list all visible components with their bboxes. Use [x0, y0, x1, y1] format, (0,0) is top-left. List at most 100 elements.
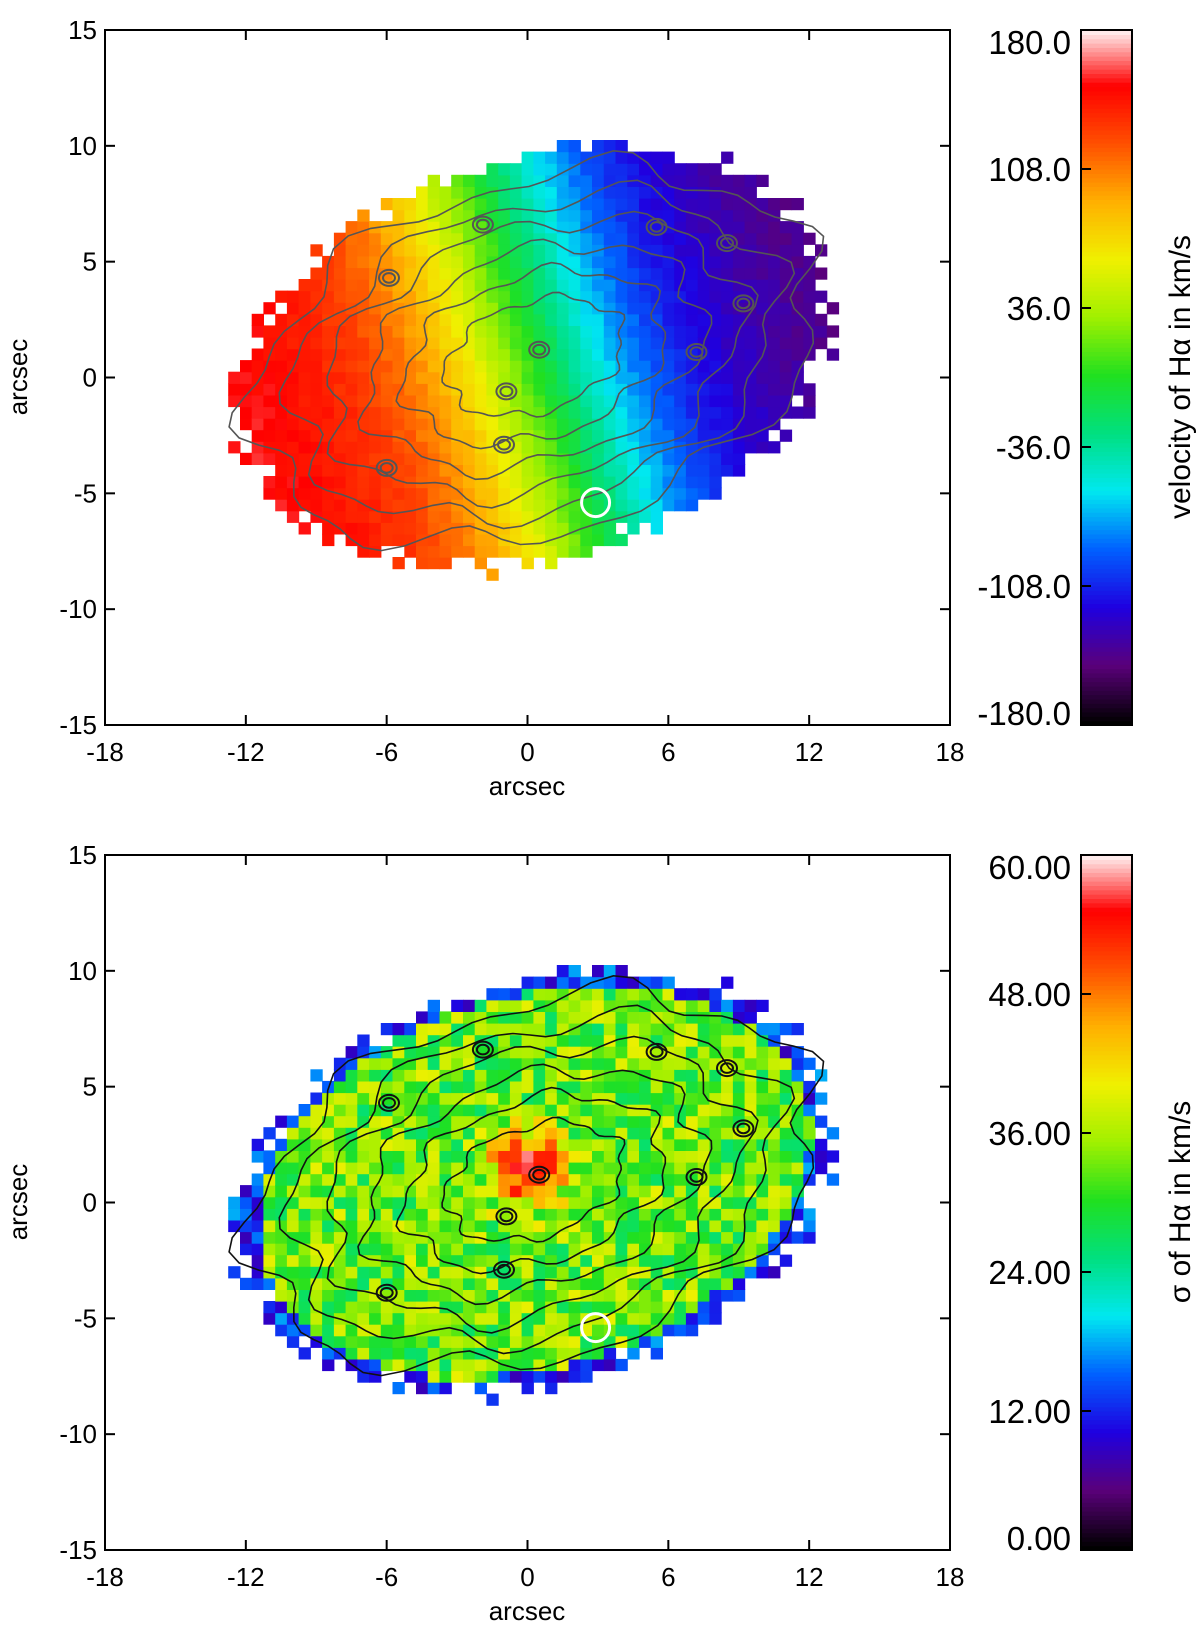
- map-pixel: [568, 1358, 581, 1372]
- map-pixel: [592, 499, 605, 512]
- map-pixel: [650, 383, 663, 396]
- map-pixel: [791, 1127, 804, 1140]
- map-pixel: [744, 255, 757, 269]
- map-pixel: [568, 383, 581, 396]
- map-pixel: [486, 1092, 499, 1105]
- map-pixel: [533, 1115, 546, 1128]
- map-pixel: [416, 279, 429, 292]
- map-pixel: [627, 1219, 640, 1233]
- map-pixel: [768, 406, 781, 419]
- map-pixel: [404, 1208, 417, 1221]
- map-pixel: [721, 198, 734, 211]
- map-pixel: [427, 325, 440, 338]
- map-pixel: [556, 510, 570, 523]
- map-pixel: [486, 1301, 499, 1314]
- map-pixel: [627, 302, 640, 315]
- colorbar-band: [1081, 1380, 1132, 1386]
- map-pixel: [357, 360, 370, 373]
- map-pixel: [498, 325, 511, 338]
- map-pixel: [498, 348, 511, 361]
- map-pixel: [509, 198, 523, 211]
- colorbar-band: [1081, 1133, 1132, 1138]
- colorbar-band: [1081, 260, 1132, 266]
- map-pixel: [615, 487, 628, 500]
- map-pixel: [627, 313, 640, 326]
- map-pixel: [545, 1150, 558, 1163]
- map-pixel: [568, 545, 581, 558]
- map-pixel: [333, 267, 347, 280]
- map-pixel: [791, 325, 804, 338]
- map-pixel: [357, 522, 370, 535]
- map-pixel: [275, 487, 288, 500]
- map-pixel: [639, 360, 652, 373]
- map-pixel: [791, 313, 804, 326]
- map-pixel: [416, 418, 429, 431]
- map-pixel: [662, 1219, 675, 1233]
- map-pixel: [779, 1208, 793, 1221]
- map-pixel: [650, 371, 663, 384]
- map-pixel: [650, 988, 663, 1001]
- y-tick-label: 5: [83, 1072, 97, 1102]
- colorbar-band: [1081, 1219, 1132, 1225]
- map-pixel: [580, 1092, 593, 1105]
- map-pixel: [357, 1034, 370, 1047]
- map-pixel: [474, 1023, 487, 1036]
- map-pixel: [709, 1115, 722, 1128]
- map-pixel: [556, 1092, 570, 1105]
- map-pixel: [627, 1301, 640, 1314]
- map-pixel: [251, 452, 264, 465]
- map-pixel: [416, 302, 429, 315]
- colorbar-band: [1081, 416, 1132, 422]
- map-pixel: [568, 999, 581, 1012]
- map-pixel: [615, 1266, 628, 1279]
- map-pixel: [826, 348, 840, 361]
- map-pixel: [697, 1219, 710, 1233]
- map-pixel: [768, 232, 781, 245]
- map-pixel: [556, 163, 570, 176]
- map-pixel: [357, 441, 370, 454]
- map-pixel: [474, 1370, 487, 1383]
- colorbar-band: [1081, 1280, 1132, 1286]
- map-pixel: [416, 394, 429, 408]
- colorbar-band: [1081, 907, 1132, 913]
- colorbar-band: [1081, 707, 1132, 713]
- map-pixel: [650, 1023, 663, 1036]
- map-pixel: [545, 1370, 558, 1383]
- map-pixel: [251, 1150, 264, 1163]
- y-tick-label: -5: [74, 1303, 97, 1333]
- map-pixel: [392, 1138, 405, 1151]
- map-pixel: [404, 1173, 417, 1186]
- map-pixel: [263, 383, 276, 396]
- map-pixel: [650, 174, 663, 187]
- map-pixel: [533, 1254, 546, 1267]
- map-pixel: [275, 1150, 288, 1163]
- map-pixel: [685, 383, 699, 396]
- map-pixel: [310, 302, 323, 315]
- map-pixel: [474, 325, 487, 338]
- map-pixel: [603, 1208, 617, 1221]
- map-pixel: [392, 1266, 405, 1279]
- y-tick-label: -15: [59, 1535, 97, 1565]
- map-pixel: [427, 186, 440, 199]
- map-pixel: [685, 1069, 699, 1082]
- map-pixel: [662, 383, 675, 396]
- map-pixel: [333, 1196, 347, 1209]
- map-pixel: [369, 325, 382, 338]
- map-pixel: [357, 1266, 370, 1279]
- map-pixel: [662, 163, 675, 176]
- map-pixel: [298, 1219, 311, 1233]
- velocity-x-axis: -18 -12 -6 0 6 12 18: [86, 30, 964, 767]
- map-pixel: [615, 1289, 628, 1302]
- map-pixel: [627, 1196, 640, 1209]
- map-pixel: [427, 1231, 440, 1244]
- map-pixel: [650, 198, 663, 211]
- map-pixel: [310, 499, 323, 512]
- map-pixel: [286, 1185, 300, 1198]
- map-pixel: [568, 348, 581, 361]
- colorbar-band: [1081, 542, 1132, 548]
- map-pixel: [709, 1277, 722, 1290]
- map-pixel: [732, 209, 746, 222]
- colorbar-band: [1081, 881, 1132, 886]
- map-pixel: [369, 487, 382, 500]
- map-pixel: [580, 348, 593, 361]
